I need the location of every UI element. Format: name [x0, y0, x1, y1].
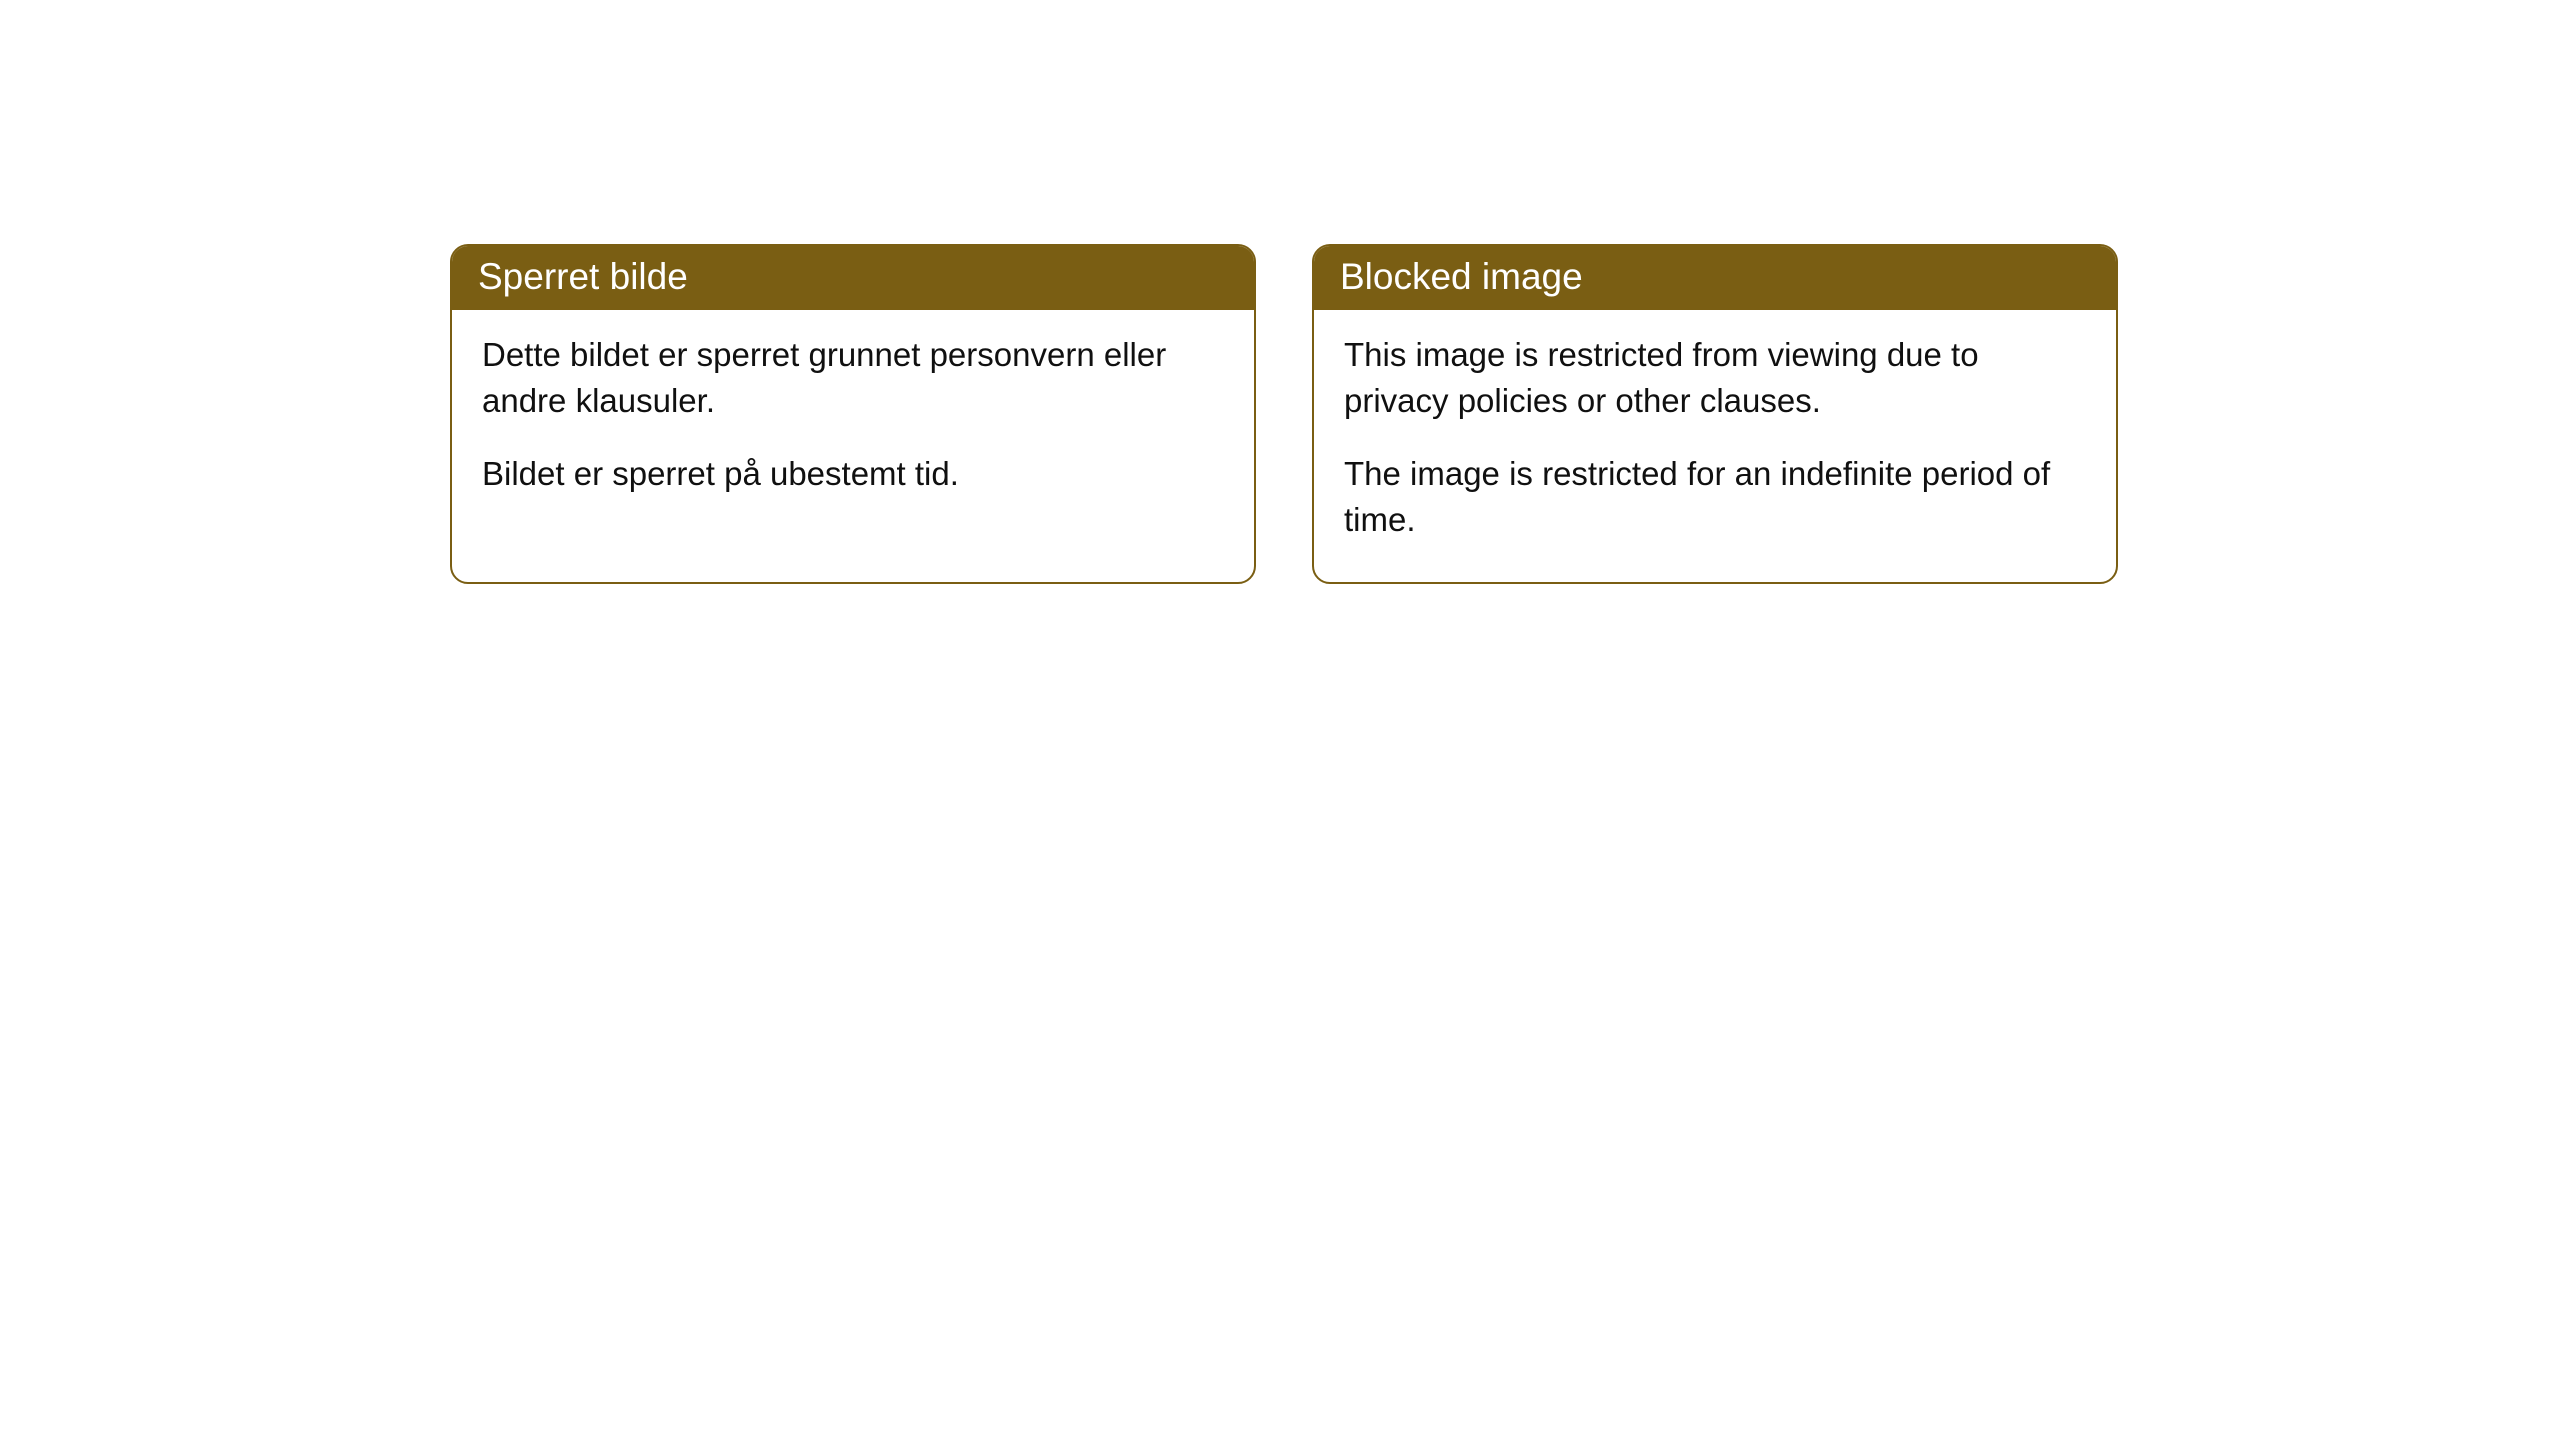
card-paragraph-2-no: Bildet er sperret på ubestemt tid.: [482, 451, 1224, 497]
card-paragraph-1-en: This image is restricted from viewing du…: [1344, 332, 2086, 423]
cards-container: Sperret bilde Dette bildet er sperret gr…: [0, 0, 2560, 584]
blocked-image-card-en: Blocked image This image is restricted f…: [1312, 244, 2118, 584]
card-header-en: Blocked image: [1314, 246, 2116, 310]
card-paragraph-2-en: The image is restricted for an indefinit…: [1344, 451, 2086, 542]
blocked-image-card-no: Sperret bilde Dette bildet er sperret gr…: [450, 244, 1256, 584]
card-header-no: Sperret bilde: [452, 246, 1254, 310]
card-body-en: This image is restricted from viewing du…: [1314, 310, 2116, 582]
card-paragraph-1-no: Dette bildet er sperret grunnet personve…: [482, 332, 1224, 423]
card-body-no: Dette bildet er sperret grunnet personve…: [452, 310, 1254, 537]
